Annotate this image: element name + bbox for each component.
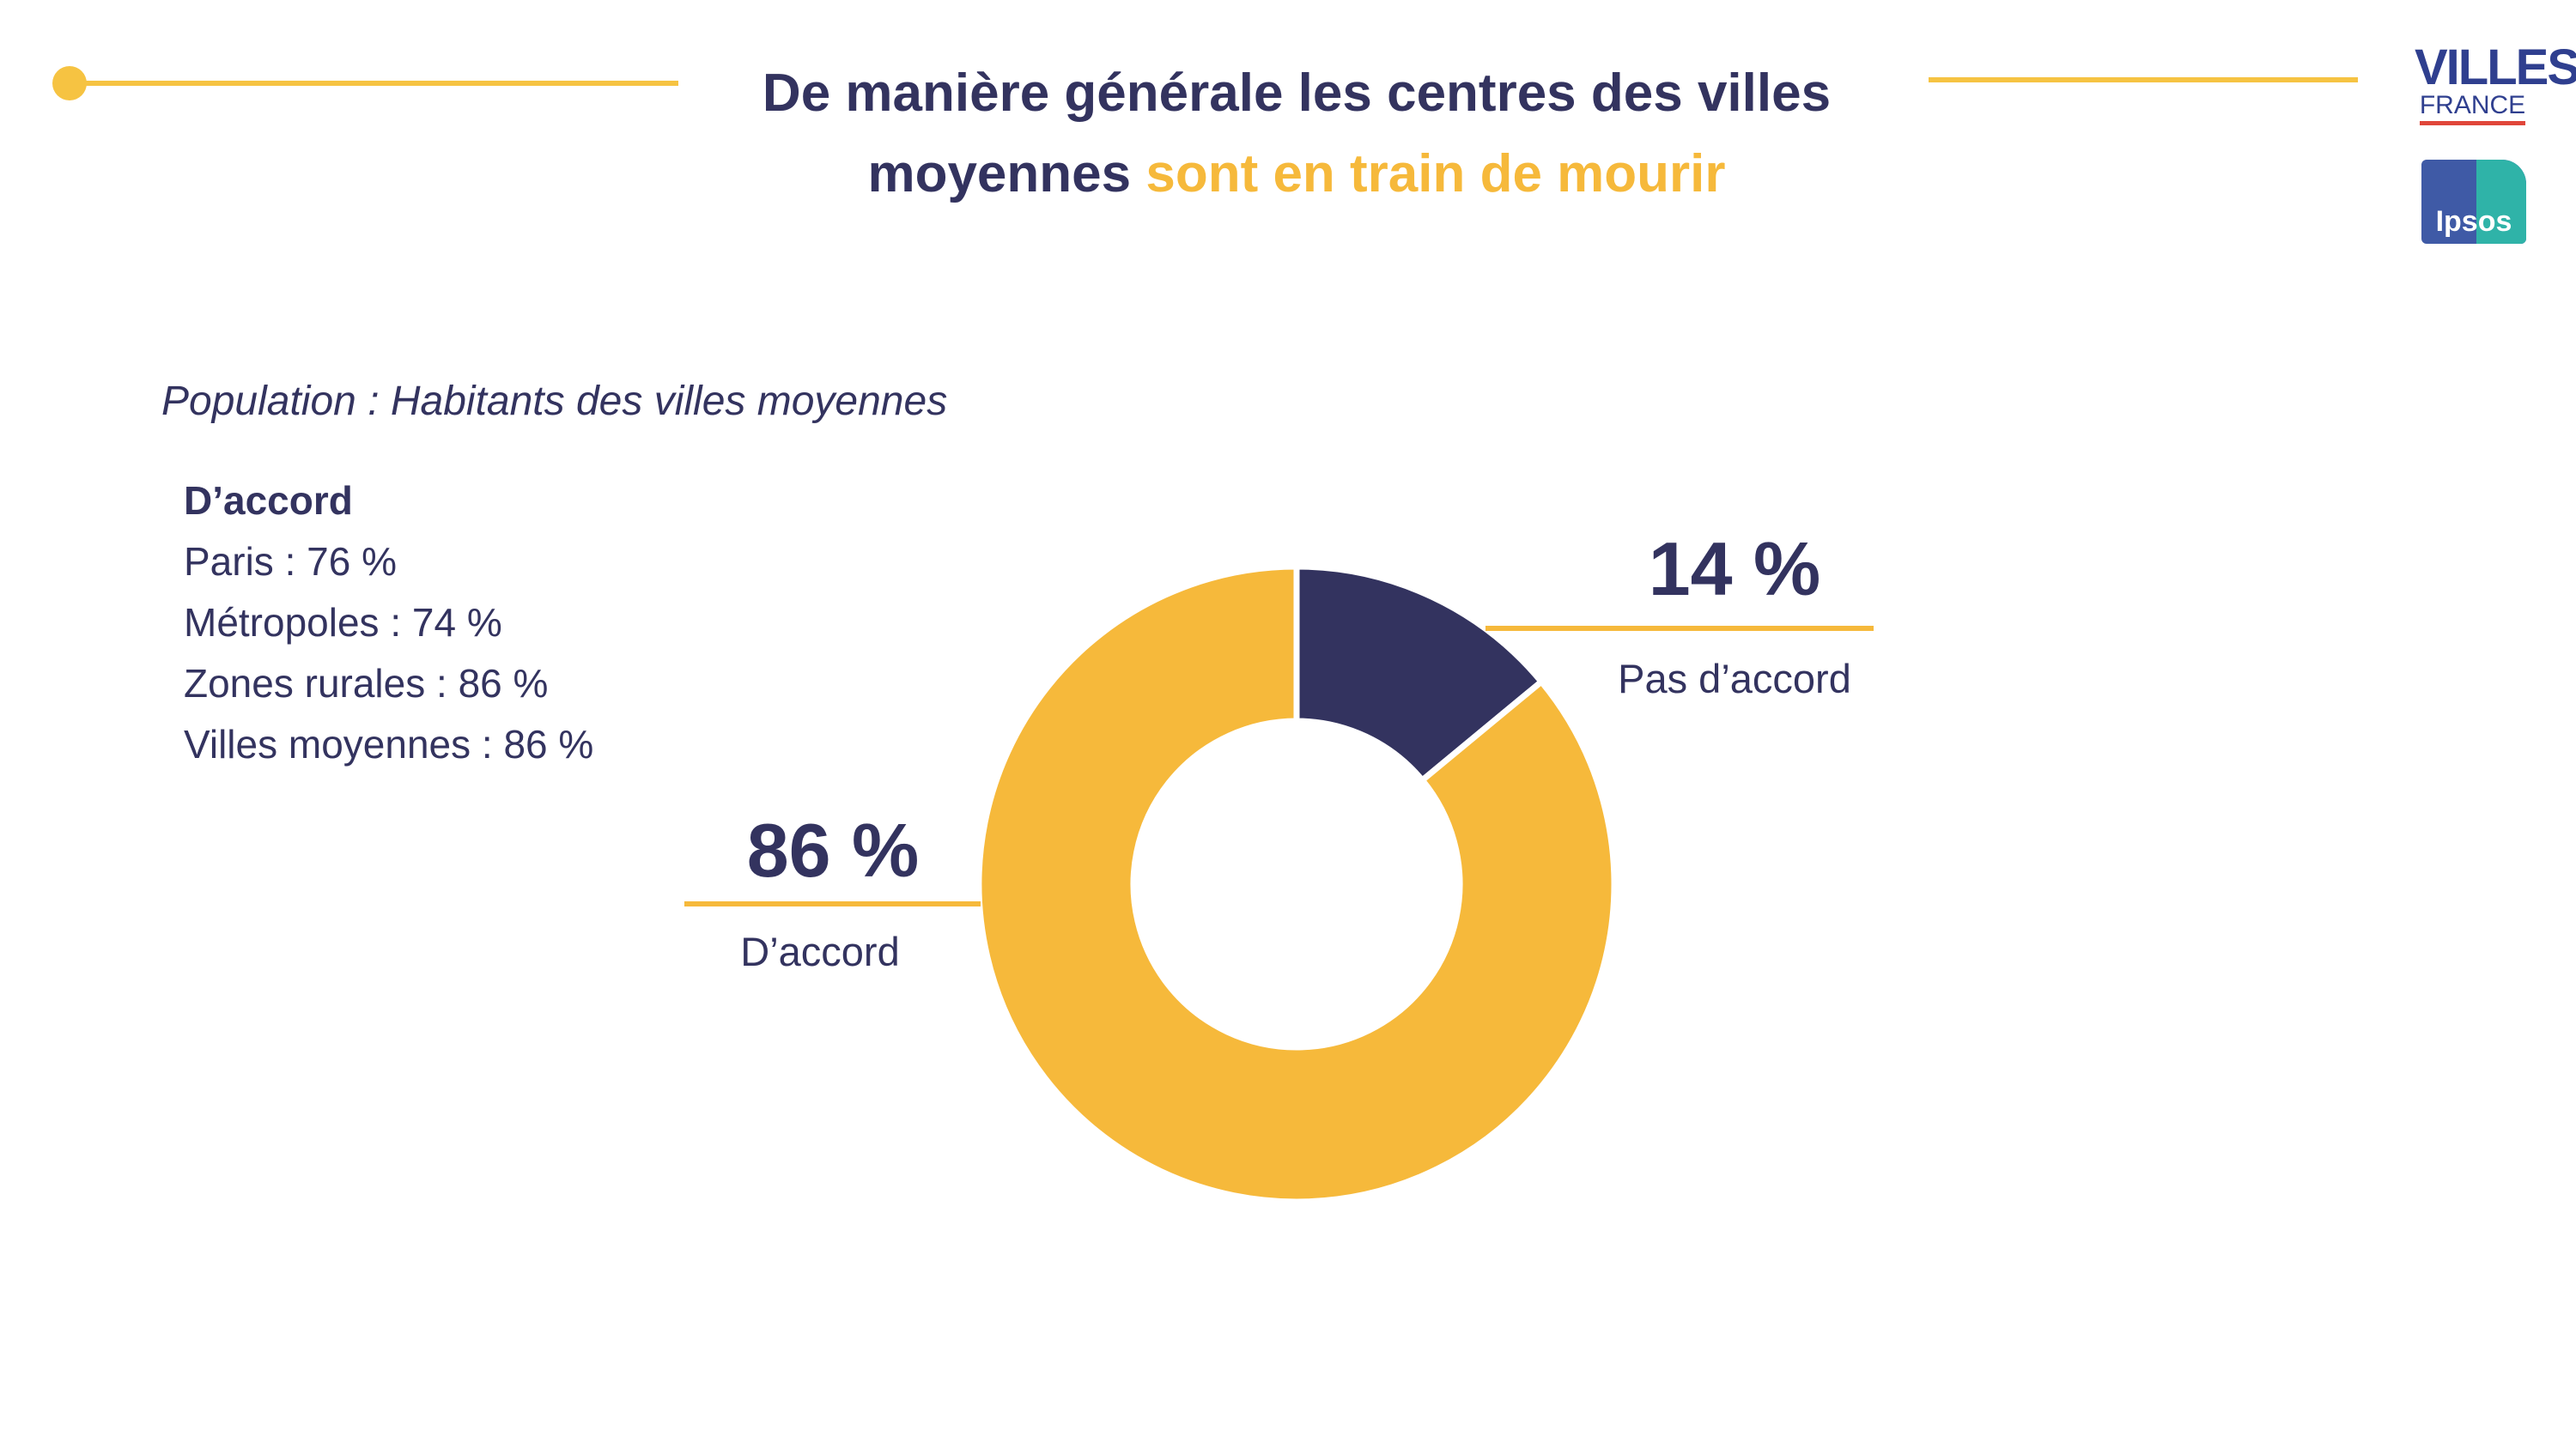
category-label-daccord: D’accord	[740, 929, 900, 974]
villes-de-france-logo: VILLES FRANCE	[2415, 39, 2576, 129]
villes-logo-bar	[2420, 121, 2525, 125]
header-left-line	[69, 81, 678, 86]
value-label-daccord: 86 %	[746, 808, 920, 893]
agree-row-zones-rurales: Zones rurales : 86 %	[184, 661, 549, 706]
slice-pas-daccord	[1293, 563, 1546, 785]
page-title: De manière générale les centres des vill…	[678, 53, 1915, 215]
villes-logo-text: VILLES	[2415, 39, 2576, 95]
ipsos-logo-text: Ipsos	[2435, 205, 2512, 238]
callout-line-daccord	[684, 901, 981, 906]
value-label-pas-daccord: 14 %	[1648, 526, 1821, 611]
title-plain: moyennes	[867, 144, 1132, 203]
agree-row-paris: Paris : 76 %	[184, 539, 397, 584]
donut-chart	[975, 563, 1618, 1205]
population-label: Population : Habitants des villes moyenn…	[161, 379, 948, 424]
callout-line-pas-daccord	[1485, 626, 1874, 631]
agree-row-metropoles: Métropoles : 74 %	[184, 600, 502, 645]
title-line-2: moyennes sont en train de mourir	[678, 134, 1915, 215]
france-logo-text: FRANCE	[2419, 91, 2526, 119]
category-label-pas-daccord: Pas d’accord	[1618, 656, 1851, 701]
title-accent: sont en train de mourir	[1145, 144, 1726, 203]
agree-row-villes-moyennes: Villes moyennes : 86 %	[184, 722, 594, 767]
agree-breakdown: D’accord Paris : 76 % Métropoles : 74 % …	[184, 470, 593, 775]
title-line-1: De manière générale les centres des vill…	[762, 64, 1832, 123]
ipsos-logo-teal	[2476, 160, 2526, 244]
ipsos-logo: Ipsos	[2421, 160, 2526, 244]
slice-daccord	[975, 563, 1618, 1205]
header-right-line	[1929, 77, 2358, 82]
agree-breakdown-heading: D’accord	[184, 478, 353, 523]
